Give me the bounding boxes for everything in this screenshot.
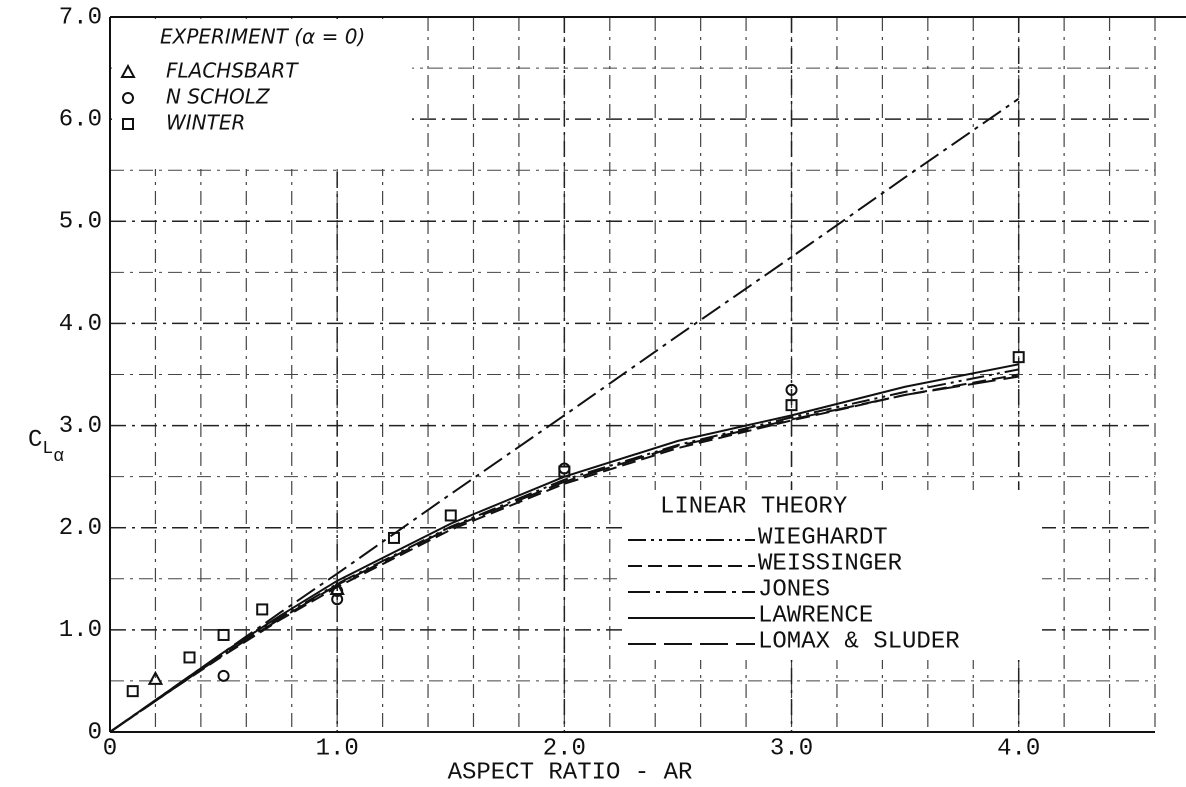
legend-label: WEISSINGER [758, 550, 902, 577]
y-tick-label: 7.0 [59, 4, 102, 31]
y-tick-label: 0 [88, 719, 102, 746]
marker-circle [217, 669, 230, 682]
experiment-name: WINTER [166, 111, 245, 135]
marker-square [217, 628, 230, 641]
legend-label: LAWRENCE [758, 602, 873, 629]
legend-bg [622, 490, 1042, 660]
series-line [109, 375, 1019, 733]
y-tick-label: 3.0 [59, 413, 102, 440]
x-tick-label: 2.0 [543, 735, 586, 762]
x-tick-label: 3.0 [770, 735, 813, 762]
y-label-sub: L [42, 439, 53, 459]
marker-square [558, 465, 571, 478]
marker-triangle [147, 670, 164, 685]
x-axis-label: ASPECT RATIO - AR [448, 759, 693, 786]
legend-label: LOMAX & SLUDER [758, 628, 960, 655]
marker-square [126, 685, 139, 698]
experiment-name: FLACHSBART [166, 59, 299, 83]
marker-triangle [120, 63, 136, 78]
y-tick-label: 1.0 [59, 617, 102, 644]
legend-label: WIEGHARDT [758, 524, 888, 551]
marker-square [122, 118, 134, 130]
marker-circle [331, 593, 344, 606]
y-tick-label: 4.0 [59, 311, 102, 338]
marker-circle [122, 92, 134, 104]
y-axis-label: CLα [28, 427, 64, 466]
y-tick-label: 6.0 [59, 106, 102, 133]
marker-square [387, 531, 400, 544]
experiment-legend-bg [112, 19, 412, 169]
x-tick-label: 1.0 [316, 735, 359, 762]
marker-square [785, 399, 798, 412]
legend-label: JONES [758, 576, 830, 603]
marker-square [444, 509, 457, 522]
y-tick-label: 2.0 [59, 515, 102, 542]
y-label-main: C [28, 427, 42, 454]
marker-circle [785, 383, 798, 396]
x-tick-label: 0 [103, 735, 117, 762]
marker-circle [331, 585, 344, 598]
legend-title: LINEAR THEORY [660, 493, 847, 520]
marker-square [256, 603, 269, 616]
y-label-subsub: α [53, 447, 64, 467]
x-tick-label: 4.0 [997, 735, 1040, 762]
experiment-title: EXPERIMENT (α = 0) [160, 25, 365, 49]
marker-square [1012, 351, 1025, 364]
marker-square [183, 651, 196, 664]
y-tick-label: 5.0 [59, 209, 102, 236]
experiment-name: N SCHOLZ [166, 85, 271, 109]
series-line [109, 363, 1019, 733]
